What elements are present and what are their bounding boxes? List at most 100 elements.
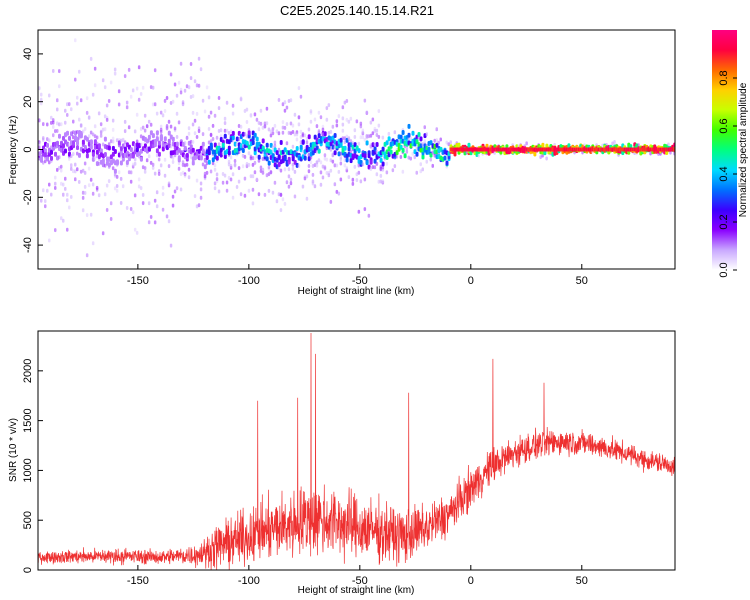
spectrogram-ridge-cell xyxy=(671,147,675,152)
spectrogram-cell xyxy=(52,125,55,129)
spectrogram-cell xyxy=(307,127,311,132)
spectrogram-cell xyxy=(305,196,309,201)
spectrogram-cell xyxy=(243,193,247,198)
spectrogram-cell xyxy=(373,142,377,147)
spectrogram-cell xyxy=(343,145,347,151)
spectrogram-ridge-cell xyxy=(587,147,591,152)
spectrogram-cell xyxy=(91,132,95,137)
spectrogram-cell xyxy=(113,149,117,154)
spectrogram-cell xyxy=(58,166,61,170)
spectrogram-cell xyxy=(339,157,343,162)
spectrogram-cell xyxy=(181,102,185,107)
spectrogram-cell xyxy=(101,142,105,147)
spectrogram-cell xyxy=(129,207,133,211)
colorbar-tick-label: 0.6 xyxy=(718,118,730,133)
spectrogram-ridge-cell xyxy=(623,147,627,152)
spectrogram-cell xyxy=(93,156,97,161)
spectrogram-cell xyxy=(359,121,363,126)
spectrogram-cell xyxy=(157,169,161,174)
spectrogram-cell xyxy=(259,169,263,173)
spectrogram-cell xyxy=(379,173,383,178)
spectrogram-cell xyxy=(205,85,209,90)
spectrogram-cell xyxy=(307,152,311,157)
spectrogram-cell xyxy=(153,198,157,203)
spectrogram-cell xyxy=(58,133,61,139)
spectrogram-cell xyxy=(161,192,165,197)
spectrogram-cell xyxy=(223,154,227,159)
spectrogram-cell xyxy=(277,98,281,102)
spectrogram-cell xyxy=(56,140,59,146)
spectrogram-cell xyxy=(167,130,171,136)
spectrogram-ridge-cell xyxy=(573,147,577,152)
spectrogram-cell xyxy=(127,170,131,175)
spectrogram-cell xyxy=(295,132,299,137)
spectrogram-cell xyxy=(263,192,267,197)
spectrogram-cell xyxy=(289,121,293,126)
spectrogram-cell xyxy=(271,153,275,159)
spectrogram-cell xyxy=(161,146,165,152)
spectrogram-cell xyxy=(283,156,287,162)
snr-y-tick-label: 500 xyxy=(22,511,34,529)
spectrogram-cell xyxy=(337,169,341,174)
spectrogram-cell xyxy=(60,164,63,169)
spectrogram-ridge-cell xyxy=(529,147,533,152)
spectrogram-cell xyxy=(353,128,357,133)
spectrogram-x-ticks: -150 -100 -50 0 50 xyxy=(127,264,588,287)
spectrogram-cell xyxy=(353,135,357,139)
spectrogram-cell xyxy=(62,182,65,187)
spectrogram-cell xyxy=(341,122,345,127)
spectrogram-ridge-cell xyxy=(465,147,469,152)
spectrogram-cell xyxy=(253,150,257,156)
spectrogram-cell xyxy=(283,100,287,105)
spectrogram-cell xyxy=(281,102,285,107)
colorbar-label: Normalized spectral amplitude xyxy=(738,82,749,217)
spectrogram-cell xyxy=(183,173,187,178)
spectrogram-cell xyxy=(153,171,157,176)
spectrogram-cell xyxy=(601,143,604,148)
spectrogram-cell xyxy=(275,129,279,134)
spectrogram-cell xyxy=(219,128,223,133)
spectrogram-ridge-cell xyxy=(551,147,555,152)
spectrogram-ridge-cell xyxy=(477,147,481,152)
spectrogram-cell xyxy=(179,90,183,95)
spectrogram-cell xyxy=(391,168,395,173)
spectrogram-cell xyxy=(207,127,211,131)
spectrogram-cell xyxy=(253,170,257,175)
spectrogram-ridge-cell xyxy=(567,147,571,152)
spectrogram-cell xyxy=(62,143,65,149)
spectrogram-ridge-cell xyxy=(625,147,629,152)
spectrogram-cell xyxy=(339,142,343,148)
spectrogram-cell xyxy=(217,189,221,194)
spectrogram-cell xyxy=(331,159,335,164)
spectrogram-ridge-cell xyxy=(641,147,645,152)
spectrogram-cell xyxy=(319,160,323,165)
snr-frame xyxy=(37,330,676,571)
spectrogram-cell xyxy=(189,76,193,81)
spectrogram-cell xyxy=(85,153,89,159)
spectrogram-cell xyxy=(369,167,373,171)
spectrogram-cell xyxy=(175,111,179,116)
spectrogram-ridge-cell xyxy=(669,147,673,152)
spectrogram-cell xyxy=(235,142,239,147)
spectrogram-cell xyxy=(189,144,193,150)
spectrogram-cell xyxy=(205,170,209,175)
spectrogram-cell xyxy=(173,82,177,87)
spectrogram-cell xyxy=(271,131,275,136)
spectrogram-cell xyxy=(425,159,428,164)
spectrogram-cell xyxy=(167,138,171,144)
spectrogram-cell xyxy=(46,122,49,127)
spectrogram-cell xyxy=(91,152,95,157)
spectrogram-cell xyxy=(415,151,419,157)
spectrogram-cell xyxy=(83,145,87,150)
spectrogram-cell xyxy=(257,121,261,125)
spectrogram-cell xyxy=(167,219,171,224)
spectrogram-ridge-cell xyxy=(583,147,587,152)
spectrogram-y-tick-label: 40 xyxy=(22,48,34,60)
spectrogram-cell xyxy=(385,140,389,146)
spectrogram-cell xyxy=(333,145,337,150)
spectrogram-cell xyxy=(50,115,53,120)
spectrogram-cell xyxy=(183,145,187,151)
spectrogram-cell xyxy=(157,157,161,162)
spectrogram-ridge-cell xyxy=(545,147,549,152)
spectrogram-cell xyxy=(667,142,670,147)
